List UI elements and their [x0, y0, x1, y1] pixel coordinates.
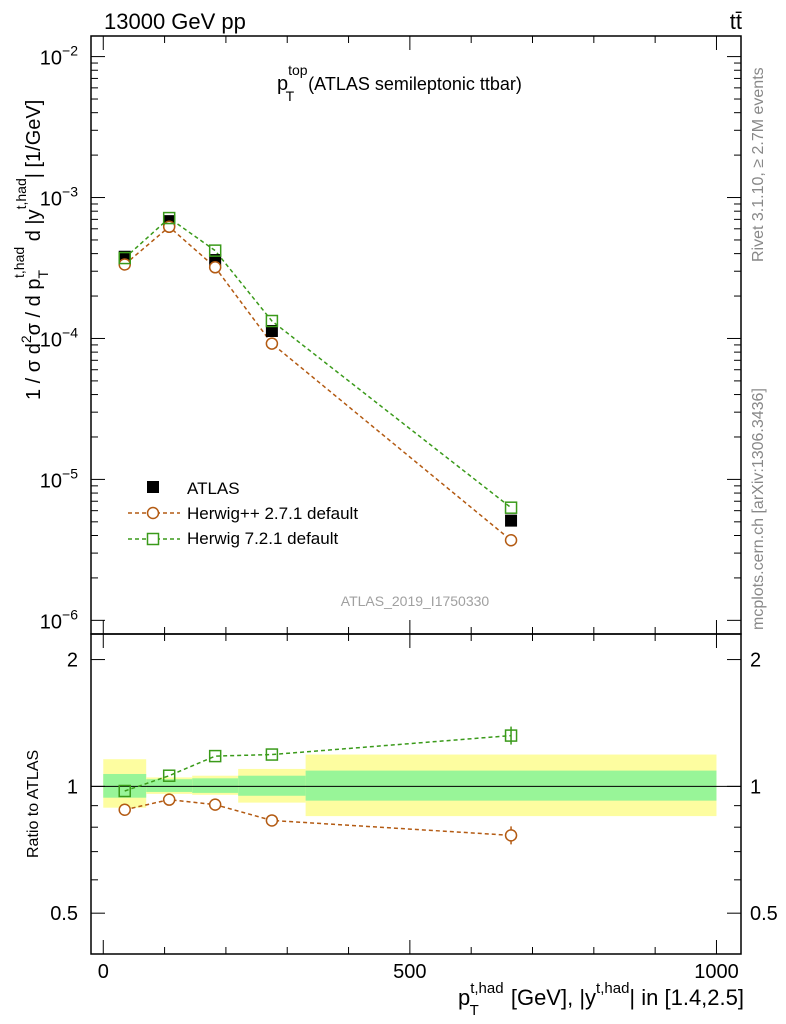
ratio-point-herwig-2-7-1-default: [504, 829, 518, 842]
y-tick-base: 10: [40, 48, 62, 70]
process-label: tt̄: [730, 9, 742, 34]
point-herwig-7-2-1-default: [265, 314, 279, 328]
ratio-bands: [91, 754, 741, 817]
point-atlas: [118, 250, 131, 263]
y-tick-exp: −4: [62, 324, 78, 340]
ratio-tick-label-left: 2: [67, 650, 78, 672]
ratio-band-green: [146, 779, 193, 792]
ratio-tick-label-right: 0.5: [750, 903, 778, 925]
point-herwig-2-7-1-default: [265, 337, 279, 350]
ratio-point-herwig-7-2-1-default: [504, 729, 518, 742]
ratio-point-herwig-7-2-1-default: [118, 784, 131, 798]
point-herwig-7-2-1-default: [504, 501, 518, 514]
svg-text:10−4: 10−4: [40, 324, 78, 351]
point-atlas: [265, 324, 278, 337]
ratio-line-herwig-7-2-1-default: [124, 734, 512, 792]
svg-text:10−3: 10−3: [40, 184, 78, 211]
ratio-point-herwig-2-7-1-default: [265, 814, 279, 827]
point-herwig-2-7-1-default: [208, 261, 222, 274]
analysis-id: ATLAS_2019_I1750330: [341, 593, 490, 609]
ratio-tick-label-right: 2: [750, 650, 761, 672]
point-atlas: [505, 514, 518, 527]
svg-text:10−2: 10−2: [40, 43, 78, 70]
legend-marker-herwig7: [146, 532, 160, 546]
y-tick-base: 10: [40, 470, 62, 492]
legend-marker-atlas: [147, 481, 159, 493]
y-tick-base: 10: [40, 329, 62, 351]
y-tick-base: 10: [40, 611, 62, 633]
ratio-band-green: [192, 778, 239, 793]
x-tick-label: 1000: [694, 961, 739, 983]
ratio-tick-label-left: 0.5: [50, 903, 78, 925]
ratio-point-herwig-2-7-1-default: [162, 793, 176, 806]
point-herwig-7-2-1-default: [118, 251, 131, 265]
point-herwig-7-2-1-default: [208, 244, 222, 257]
point-herwig-2-7-1-default: [118, 258, 131, 271]
y-tick-exp: −3: [62, 184, 78, 200]
x-axis-ticks: [102, 36, 717, 954]
energy-label: 13000 GeV pp: [104, 9, 246, 34]
ratio-band-green: [305, 770, 717, 801]
legend-label-atlas: ATLAS: [187, 479, 240, 498]
mcplots-label: mcplots.cern.ch [arXiv:1306.3436]: [750, 388, 767, 630]
main-axis-ticks: [91, 56, 741, 621]
ratio-y-axis-label: Ratio to ATLAS: [25, 750, 42, 858]
x-tick-labels: 0 500 1000: [98, 961, 739, 983]
plot-title: ptop T(ATLAS semileptonic ttbar): [277, 62, 522, 104]
ratio-point-herwig-7-2-1-default: [208, 749, 222, 763]
series-line-herwig-2-7-1-default: [124, 225, 512, 541]
ratio-y-tick-labels: 2 1 0.5 2 1 0.5: [50, 650, 778, 926]
y-tick-base: 10: [40, 189, 62, 211]
ratio-tick-label-right: 1: [750, 776, 761, 798]
legend: ATLAS Herwig++ 2.7.1 default Herwig 7.2.…: [128, 479, 358, 548]
x-tick-label: 500: [393, 961, 426, 983]
ratio-tick-label-left: 1: [67, 776, 78, 798]
y-tick-exp: −6: [62, 606, 78, 622]
series-line-herwig-7-2-1-default: [124, 217, 512, 509]
ratio-point-herwig-2-7-1-default: [118, 803, 131, 817]
ratio-band-green: [238, 775, 306, 796]
legend-label-herwig7: Herwig 7.2.1 default: [187, 529, 338, 548]
ratio-point-herwig-7-2-1-default: [162, 769, 176, 782]
point-herwig-2-7-1-default: [504, 534, 518, 547]
y-tick-exp: −2: [62, 43, 78, 59]
svg-text:10−6: 10−6: [40, 606, 78, 633]
y-tick-exp: −5: [62, 465, 78, 481]
legend-label-herwigpp: Herwig++ 2.7.1 default: [187, 504, 358, 523]
x-axis-label: pt,had T [GeV], |yt,had| in [1.4,2.5]: [458, 980, 744, 1019]
main-y-axis-label: 1 / σ d2σ / d pTt,had d |yt,had| [1/GeV]: [11, 100, 51, 400]
main-y-tick-labels: 10−2 10−3 10−4 10−5 10−6: [40, 43, 78, 634]
ratio-frame: [90, 633, 742, 955]
ratio-axis-ticks: [91, 659, 741, 914]
point-herwig-7-2-1-default: [162, 211, 176, 225]
x-tick-label: 0: [98, 961, 109, 983]
svg-text:10−5: 10−5: [40, 465, 78, 492]
ratio-point-herwig-2-7-1-default: [208, 798, 222, 811]
series-layer: [118, 211, 518, 845]
legend-marker-herwigpp: [146, 506, 160, 520]
ratio-point-herwig-7-2-1-default: [265, 748, 279, 761]
rivet-label: Rivet 3.1.10, ≥ 2.7M events: [750, 67, 767, 262]
